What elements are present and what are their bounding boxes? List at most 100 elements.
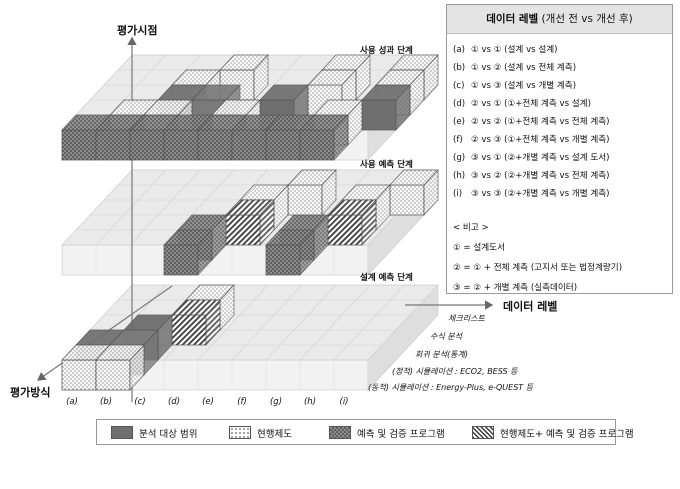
cube-side [205, 299, 221, 346]
cube-front [95, 129, 131, 161]
analysis-cube [327, 199, 377, 246]
legend-row-key: (i) [453, 189, 463, 199]
analysis-cube [95, 114, 145, 161]
legend-row: (e) ② vs ② (①+전체 계측 vs 전체 계측) [453, 115, 610, 127]
pattern-legend: 분석 대상 범위 현행제도 예측 및 검증 프로그램 현행제도+ 예측 및 검증… [96, 419, 634, 445]
pattern-legend-item: 현행제도 [229, 425, 292, 440]
grid-line [265, 284, 337, 361]
cube-side [423, 169, 439, 216]
grid-line [333, 284, 405, 361]
legend-row: (g) ③ vs ① (②+개별 계측 vs 설계 도서) [453, 151, 610, 163]
analysis-cube [299, 114, 349, 161]
pattern-legend-item: 분석 대상 범위 [111, 425, 197, 440]
note-item: ① = 설계도서 [453, 243, 505, 253]
cube-side [333, 114, 349, 161]
solid-swatch [111, 426, 133, 439]
dots-swatch [229, 426, 251, 439]
column-label-g: (g) [269, 397, 283, 407]
cube-side [259, 199, 275, 246]
cube-side [321, 169, 337, 216]
cube-side [129, 344, 145, 391]
diagonal-swatch [472, 426, 494, 439]
cube-front [299, 129, 335, 161]
legend-row-text: ② vs ③ (①+전체 계측 vs 개별 계측) [471, 135, 610, 145]
method-label-checklist: 체크리스트 [448, 314, 485, 323]
legend-row-key: (b) [453, 63, 466, 73]
analysis-cube [265, 229, 315, 276]
grid-line [231, 284, 303, 361]
analysis-cube [171, 299, 221, 346]
grid-line [95, 169, 167, 246]
column-label-a: (a) [66, 397, 78, 407]
note-item: ② = ① + 전체 계측 (고지서 또는 법정계량기) [453, 263, 623, 273]
method-label-dynamic-sim: (동적) 시뮬레이션 : Energy-Plus, e-QUEST 등 [368, 383, 534, 392]
cube-front [61, 359, 97, 391]
legend-row: (f) ② vs ③ (①+전체 계측 vs 개별 계측) [453, 133, 610, 145]
method-label-static-sim: (정적) 시뮬레이션 : ECO2, BESS 등 [392, 367, 518, 376]
legend-row-text: ① vs ② (설계 vs 전체 계측) [471, 63, 577, 73]
legend-row: (b) ① vs ② (설계 vs 전체 계측) [453, 61, 576, 73]
grid-line [129, 169, 201, 246]
cube-side [197, 229, 213, 276]
cube-side [299, 229, 315, 276]
cube-front [197, 129, 233, 161]
grid-line [197, 284, 269, 361]
legend-row: (d) ② vs ① (①+전체 계측 vs 설계) [453, 97, 591, 109]
cube-front [389, 184, 425, 216]
pattern-legend-label: 현행제도 [257, 428, 292, 440]
column-label-c: (c) [134, 397, 146, 407]
legend-row-text: ③ vs ② (②+개별 계측 vs 전체 계측) [471, 171, 610, 181]
analysis-blocks [61, 54, 439, 391]
cube-front [95, 359, 131, 391]
horizontal-axis-label: 데이터 레벨 [503, 300, 558, 313]
legend-title-strong: 데이터 레벨 [486, 13, 539, 25]
phase-label-use-performance: 사용 성과 단계 [360, 46, 413, 56]
phase-label-design-prediction: 설계 예측 단계 [360, 273, 413, 283]
method-label-formula: 수식 분석 [430, 332, 462, 341]
analysis-cube [225, 199, 275, 246]
cube-side [395, 84, 411, 131]
notes-title: < 비고 > [453, 223, 489, 233]
legend-row-key: (h) [453, 171, 466, 181]
pattern-legend-label: 예측 및 검증 프로그램 [357, 428, 445, 440]
cube-front [361, 99, 397, 131]
column-label-h: (h) [303, 397, 317, 407]
analysis-cube [361, 84, 411, 131]
grid-line [367, 284, 439, 361]
analysis-cube [95, 344, 145, 391]
depth-axis-label: 평가방식 [10, 386, 51, 399]
legend-row-text: ② vs ① (①+전체 계측 vs 설계) [471, 99, 591, 109]
legend-row: (c) ① vs ③ (설계 vs 개별 계측) [453, 79, 576, 91]
legend-title-rest: (개선 전 vs 개선 후) [538, 13, 633, 25]
grid-line [61, 169, 133, 246]
legend-row-key: (a) [453, 45, 465, 55]
cube-front [61, 129, 97, 161]
grid-line [299, 284, 371, 361]
legend-row: (i) ③ vs ③ (②+개별 계측 vs 개별 계측) [453, 187, 610, 199]
cube-front [231, 129, 267, 161]
data-level-legend: 데이터 레벨 (개선 전 vs 개선 후) (a) ① vs ① (설계 vs 설… [446, 4, 673, 294]
analysis-cube [163, 229, 213, 276]
cube-side [253, 54, 269, 101]
legend-title: 데이터 레벨 (개선 전 vs 개선 후) [447, 5, 672, 34]
cube-front [265, 244, 301, 276]
column-label-b: (b) [99, 397, 113, 407]
legend-row-text: ② vs ② (①+전체 계측 vs 전체 계측) [471, 117, 610, 127]
column-label-d: (d) [167, 397, 181, 407]
legend-row-text: ① vs ③ (설계 vs 개별 계측) [471, 81, 577, 91]
note-item: ③ = ② + 개별 계측 (실측데이터) [453, 283, 578, 293]
cube-front [327, 214, 363, 246]
legend-row: (a) ① vs ① (설계 vs 설계) [453, 43, 558, 55]
column-label-f: (f) [237, 397, 247, 407]
cube-front [287, 184, 323, 216]
legend-row-key: (c) [453, 81, 465, 91]
method-label-regression: 회귀 분석(통계) [415, 350, 468, 359]
column-label-i: (i) [339, 397, 349, 407]
cube-front [225, 214, 261, 246]
cube-front [265, 129, 301, 161]
cube-front [163, 129, 199, 161]
legend-row: (h) ③ vs ② (②+개별 계측 vs 전체 계측) [453, 169, 610, 181]
pattern-legend-label: 현행제도+ 예측 및 검증 프로그램 [500, 428, 634, 440]
legend-row-text: ③ vs ① (②+개별 계측 vs 설계 도서) [471, 153, 610, 163]
cube-front [129, 129, 165, 161]
